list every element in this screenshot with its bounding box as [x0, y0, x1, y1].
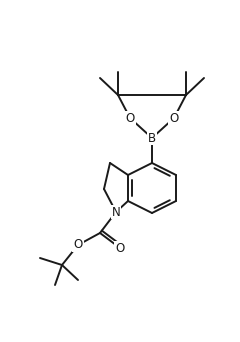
Text: O: O	[169, 111, 179, 124]
Text: B: B	[148, 132, 156, 145]
Text: N: N	[112, 206, 120, 219]
Text: O: O	[73, 238, 83, 251]
Text: O: O	[125, 111, 135, 124]
Text: O: O	[115, 241, 125, 254]
